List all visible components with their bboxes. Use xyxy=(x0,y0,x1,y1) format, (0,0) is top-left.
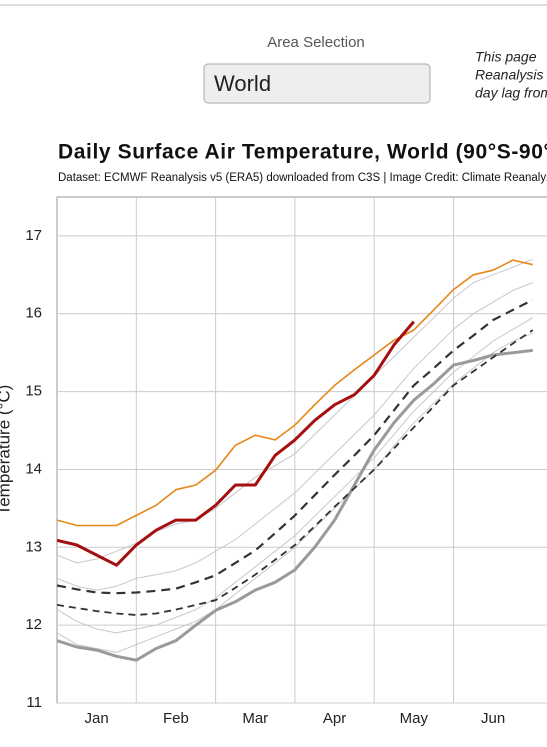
area-select[interactable] xyxy=(203,63,431,104)
side-note: Reanalysis xyxy=(475,67,543,83)
x-tick-label: Apr xyxy=(323,710,346,727)
plot-frame xyxy=(56,196,547,704)
series-line xyxy=(57,332,533,653)
series-line xyxy=(57,298,534,595)
y-tick-label: 12 xyxy=(25,616,42,633)
area-selection-label: Area Selection xyxy=(267,34,365,51)
chart-subtitle: Dataset: ECMWF Reanalysis v5 (ERA5) down… xyxy=(58,172,547,184)
y-tick-label: 17 xyxy=(25,227,42,244)
y-tick-label: 11 xyxy=(26,694,42,711)
series-line xyxy=(57,348,533,662)
y-tick-label: 13 xyxy=(25,538,42,555)
y-tick-label: 16 xyxy=(25,305,42,322)
series-line xyxy=(57,282,533,591)
series-group xyxy=(57,258,534,662)
series-line xyxy=(57,317,534,634)
x-tick-label: May xyxy=(400,710,429,727)
x-tick-label: Mar xyxy=(242,710,268,727)
y-axis-label: Temperature (°C) xyxy=(0,385,13,516)
side-note: This page xyxy=(475,49,537,65)
chart-title: Daily Surface Air Temperature, World (90… xyxy=(58,141,547,164)
y-tick-label: 14 xyxy=(25,460,42,477)
series-line xyxy=(57,320,415,567)
series-line xyxy=(57,259,533,527)
area-select-value: World xyxy=(214,71,271,96)
series-line xyxy=(57,329,534,616)
side-note: day lag from xyxy=(475,85,547,101)
y-tick-label: 15 xyxy=(25,383,42,400)
plot: 11 12 13 14 15 16 17 Jan Feb Mar Apr May Jun xyxy=(25,196,547,727)
x-tick-label: Jan xyxy=(85,710,109,727)
x-tick-label: Jun xyxy=(481,710,505,727)
x-tick-label: Feb xyxy=(163,710,189,727)
